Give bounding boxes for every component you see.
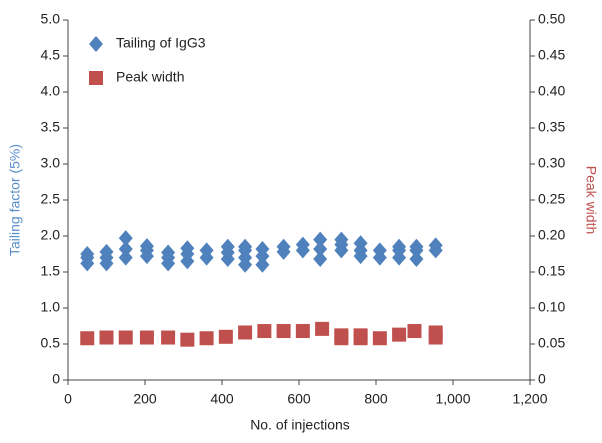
point xyxy=(409,238,424,255)
y-tick-label: 4.0 xyxy=(41,83,61,99)
point xyxy=(199,331,214,346)
x-tick-label: 400 xyxy=(210,391,234,407)
point xyxy=(313,231,328,248)
point xyxy=(276,324,291,339)
point xyxy=(407,324,422,339)
point xyxy=(238,238,253,255)
point xyxy=(99,330,114,345)
point xyxy=(334,331,349,346)
y2-tick-label: 0.10 xyxy=(538,299,565,315)
y-tick-label: 0.5 xyxy=(41,335,61,351)
point xyxy=(99,243,114,260)
point xyxy=(218,329,233,344)
point xyxy=(334,231,349,248)
point xyxy=(118,330,133,345)
point xyxy=(139,330,154,345)
y2-tick-label: 0.45 xyxy=(538,47,565,63)
point xyxy=(180,332,195,347)
point xyxy=(295,236,310,253)
y-tick-label: 3.0 xyxy=(41,155,61,171)
point xyxy=(255,256,270,273)
y2-tick-label: 0.05 xyxy=(538,335,565,351)
y2-tick-label: 0.15 xyxy=(538,263,565,279)
point xyxy=(139,238,154,255)
y-axis-label: Tailing factor (5%) xyxy=(7,144,23,256)
x-tick-label: 0 xyxy=(64,391,72,407)
point xyxy=(118,249,133,266)
point xyxy=(392,238,407,255)
point xyxy=(238,325,253,340)
y2-tick-label: 0.25 xyxy=(538,191,565,207)
point xyxy=(428,237,443,254)
x-tick-label: 600 xyxy=(287,391,311,407)
point xyxy=(80,331,95,346)
point xyxy=(353,331,368,346)
legend-marker xyxy=(89,36,103,52)
point xyxy=(313,251,328,268)
y2-tick-label: 0 xyxy=(538,371,546,387)
point xyxy=(180,240,195,257)
y2-tick-label: 0.40 xyxy=(538,83,565,99)
x-tick-label: 1,200 xyxy=(512,391,547,407)
y2-tick-label: 0.30 xyxy=(538,155,565,171)
legend-marker xyxy=(89,71,103,85)
point xyxy=(161,244,176,261)
point xyxy=(315,321,330,336)
point xyxy=(392,327,407,342)
point xyxy=(409,251,424,268)
point xyxy=(118,230,133,247)
point xyxy=(220,238,235,255)
x-tick-label: 1,000 xyxy=(435,391,470,407)
legend-label: Peak width xyxy=(116,69,184,85)
point xyxy=(313,240,328,257)
point xyxy=(199,242,214,259)
point xyxy=(161,330,176,345)
x-tick-label: 800 xyxy=(364,391,388,407)
point xyxy=(257,324,272,339)
x-tick-label: 200 xyxy=(133,391,157,407)
y-tick-label: 3.5 xyxy=(41,119,61,135)
y-tick-label: 4.5 xyxy=(41,47,61,63)
point xyxy=(353,235,368,252)
legend-label: Tailing of IgG3 xyxy=(116,35,206,51)
y2-axis-label: Peak width xyxy=(583,166,599,234)
point xyxy=(118,240,133,257)
point xyxy=(428,330,443,345)
point xyxy=(276,238,291,255)
y2-tick-label: 0.20 xyxy=(538,227,565,243)
y-tick-label: 1.5 xyxy=(41,263,61,279)
y2-tick-label: 0.35 xyxy=(538,119,565,135)
point xyxy=(80,246,95,262)
y-tick-label: 0 xyxy=(52,371,60,387)
y-tick-label: 2.5 xyxy=(41,191,61,207)
y-tick-label: 1.0 xyxy=(41,299,61,315)
y-tick-label: 5.0 xyxy=(41,11,61,27)
point xyxy=(295,324,310,339)
x-axis-label: No. of injections xyxy=(250,417,350,433)
point xyxy=(255,240,270,257)
y2-tick-label: 0.50 xyxy=(538,11,565,27)
point xyxy=(372,242,387,259)
point xyxy=(372,331,387,346)
y-tick-label: 2.0 xyxy=(41,227,61,243)
